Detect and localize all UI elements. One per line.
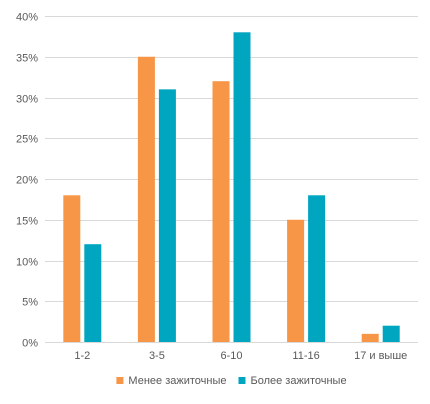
bar-more-wealthy-4 — [382, 325, 400, 342]
x-tick-label: 6-10 — [220, 350, 242, 362]
legend-swatch — [116, 377, 124, 384]
bar-less-wealthy-4 — [361, 333, 379, 342]
bar-less-wealthy-0 — [63, 195, 81, 342]
x-tick-label: 11-16 — [292, 350, 319, 362]
bar-more-wealthy-2 — [233, 32, 251, 343]
legend-label: Более зажиточные — [250, 375, 346, 387]
y-tick-label: 40% — [16, 12, 38, 24]
x-axis-tick-labels: 1-2 3-5 6-10 11-16 17 и выше — [74, 350, 407, 362]
legend-item-more-wealthy: Более зажиточные — [238, 375, 347, 387]
y-tick-label: 25% — [16, 134, 38, 146]
y-tick-label: 10% — [16, 257, 38, 269]
bar-less-wealthy-2 — [212, 81, 230, 342]
bar-less-wealthy-3 — [287, 219, 305, 342]
bar-more-wealthy-1 — [158, 89, 176, 342]
y-tick-label: 15% — [16, 216, 38, 228]
y-tick-label: 35% — [16, 53, 38, 65]
y-tick-label: 0% — [22, 338, 38, 350]
legend: Менее зажиточные Более зажиточные — [116, 375, 347, 387]
y-tick-label: 30% — [16, 94, 38, 106]
y-tick-label: 20% — [16, 175, 38, 187]
bar-more-wealthy-3 — [308, 195, 326, 342]
bars — [63, 32, 400, 343]
legend-swatch — [238, 377, 246, 384]
bar-less-wealthy-1 — [137, 56, 155, 342]
y-tick-label: 5% — [22, 297, 38, 309]
bar-more-wealthy-0 — [84, 244, 102, 342]
y-axis-tick-labels: 0% 5% 10% 15% 20% 25% 30% 35% 40% — [16, 12, 38, 350]
gridlines — [45, 16, 418, 343]
x-tick-label: 3-5 — [149, 350, 165, 362]
legend-label: Менее зажиточные — [128, 375, 226, 387]
legend-item-less-wealthy: Менее зажиточные — [116, 375, 226, 387]
x-tick-label: 1-2 — [74, 350, 90, 362]
x-tick-label: 17 и выше — [354, 350, 407, 362]
